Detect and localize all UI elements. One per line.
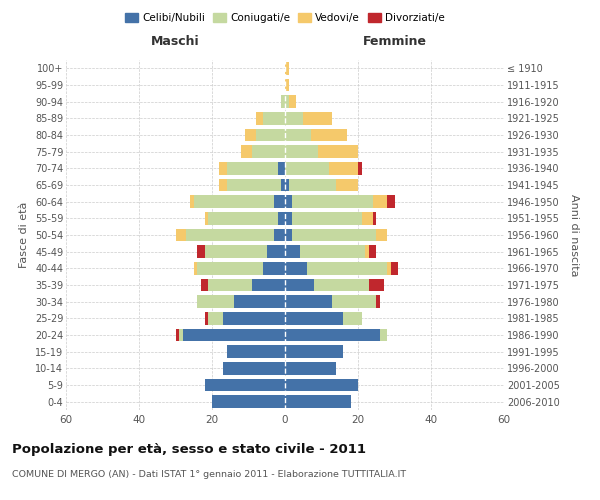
Bar	[223, 362, 285, 374]
Bar	[245, 129, 256, 141]
Bar	[299, 246, 365, 258]
Bar	[285, 279, 314, 291]
Bar	[329, 162, 358, 174]
Bar	[369, 246, 376, 258]
Bar	[234, 296, 285, 308]
Bar	[365, 246, 369, 258]
Bar	[267, 246, 285, 258]
Bar	[285, 229, 292, 241]
Bar	[343, 312, 362, 324]
Bar	[285, 296, 332, 308]
Bar	[285, 112, 303, 124]
Text: Maschi: Maschi	[151, 36, 200, 49]
Bar	[252, 146, 285, 158]
Legend: Celibi/Nubili, Coniugati/e, Vedovi/e, Divorziati/e: Celibi/Nubili, Coniugati/e, Vedovi/e, Di…	[121, 9, 449, 28]
Bar	[194, 262, 197, 274]
Bar	[285, 162, 329, 174]
Bar	[289, 96, 296, 108]
Bar	[208, 212, 278, 224]
Bar	[285, 379, 358, 391]
Bar	[362, 212, 373, 224]
Bar	[220, 162, 227, 174]
Bar	[227, 346, 285, 358]
Bar	[263, 112, 285, 124]
Bar	[285, 396, 350, 408]
Bar	[292, 229, 376, 241]
Bar	[387, 262, 391, 274]
Bar	[358, 162, 362, 174]
Bar	[197, 262, 263, 274]
Bar	[311, 129, 347, 141]
Bar	[223, 312, 285, 324]
Bar	[205, 212, 208, 224]
Bar	[314, 279, 369, 291]
Y-axis label: Anni di nascita: Anni di nascita	[569, 194, 579, 276]
Bar	[318, 146, 358, 158]
Bar	[256, 112, 263, 124]
Bar	[197, 296, 234, 308]
Bar	[252, 279, 285, 291]
Bar	[175, 329, 179, 341]
Bar	[285, 179, 289, 192]
Bar	[303, 112, 332, 124]
Bar	[292, 212, 362, 224]
Bar	[285, 346, 343, 358]
Bar	[194, 196, 274, 208]
Bar	[373, 212, 376, 224]
Bar	[285, 312, 343, 324]
Bar	[197, 246, 205, 258]
Bar	[373, 196, 387, 208]
Bar	[205, 246, 267, 258]
Bar	[285, 262, 307, 274]
Bar	[278, 212, 285, 224]
Bar	[285, 362, 336, 374]
Bar	[292, 196, 373, 208]
Bar	[183, 329, 285, 341]
Bar	[205, 312, 208, 324]
Bar	[285, 129, 311, 141]
Text: COMUNE DI MERGO (AN) - Dati ISTAT 1° gennaio 2011 - Elaborazione TUTTITALIA.IT: COMUNE DI MERGO (AN) - Dati ISTAT 1° gen…	[12, 470, 406, 479]
Bar	[263, 262, 285, 274]
Bar	[307, 262, 387, 274]
Bar	[274, 196, 285, 208]
Text: Femmine: Femmine	[362, 36, 427, 49]
Bar	[285, 212, 292, 224]
Bar	[281, 179, 285, 192]
Bar	[274, 229, 285, 241]
Bar	[176, 229, 187, 241]
Bar	[380, 329, 387, 341]
Bar	[201, 279, 208, 291]
Text: Popolazione per età, sesso e stato civile - 2011: Popolazione per età, sesso e stato civil…	[12, 442, 366, 456]
Bar	[391, 262, 398, 274]
Bar	[212, 396, 285, 408]
Bar	[190, 196, 194, 208]
Bar	[256, 129, 285, 141]
Bar	[285, 79, 289, 92]
Bar	[208, 312, 223, 324]
Bar	[376, 296, 380, 308]
Bar	[336, 179, 358, 192]
Bar	[278, 162, 285, 174]
Bar	[220, 179, 227, 192]
Bar	[285, 62, 289, 74]
Bar	[332, 296, 376, 308]
Bar	[376, 229, 387, 241]
Bar	[285, 96, 289, 108]
Bar	[281, 96, 285, 108]
Bar	[241, 146, 252, 158]
Bar	[285, 196, 292, 208]
Bar	[208, 279, 252, 291]
Bar	[227, 162, 278, 174]
Bar	[369, 279, 383, 291]
Y-axis label: Fasce di età: Fasce di età	[19, 202, 29, 268]
Bar	[285, 146, 318, 158]
Bar	[205, 379, 285, 391]
Bar	[227, 179, 281, 192]
Bar	[187, 229, 274, 241]
Bar	[289, 179, 336, 192]
Bar	[285, 246, 299, 258]
Bar	[179, 329, 183, 341]
Bar	[285, 329, 380, 341]
Bar	[387, 196, 395, 208]
